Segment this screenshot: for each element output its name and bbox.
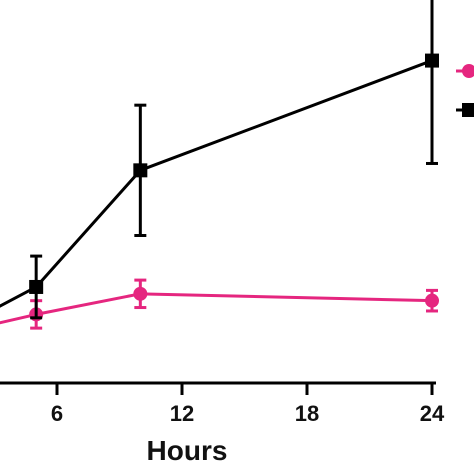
legend-marker <box>462 103 474 117</box>
series-line <box>0 59 433 308</box>
data-point <box>425 293 439 308</box>
series-line <box>0 292 433 325</box>
series-square <box>0 0 439 320</box>
x-tick-label: 24 <box>420 401 445 426</box>
series-circle <box>0 278 439 330</box>
x-axis-label: Hours <box>147 435 228 466</box>
axes: 6 12 18 24 <box>0 381 445 426</box>
data-point <box>425 53 439 68</box>
data-point <box>133 163 148 178</box>
x-tick-label: 18 <box>295 401 319 426</box>
series-layer <box>0 0 439 330</box>
legend-marker <box>462 64 474 78</box>
legend <box>456 64 474 117</box>
x-tick-label: 6 <box>51 401 63 426</box>
x-tick-label: 12 <box>170 401 194 426</box>
data-point <box>29 279 44 294</box>
data-point <box>133 286 148 301</box>
